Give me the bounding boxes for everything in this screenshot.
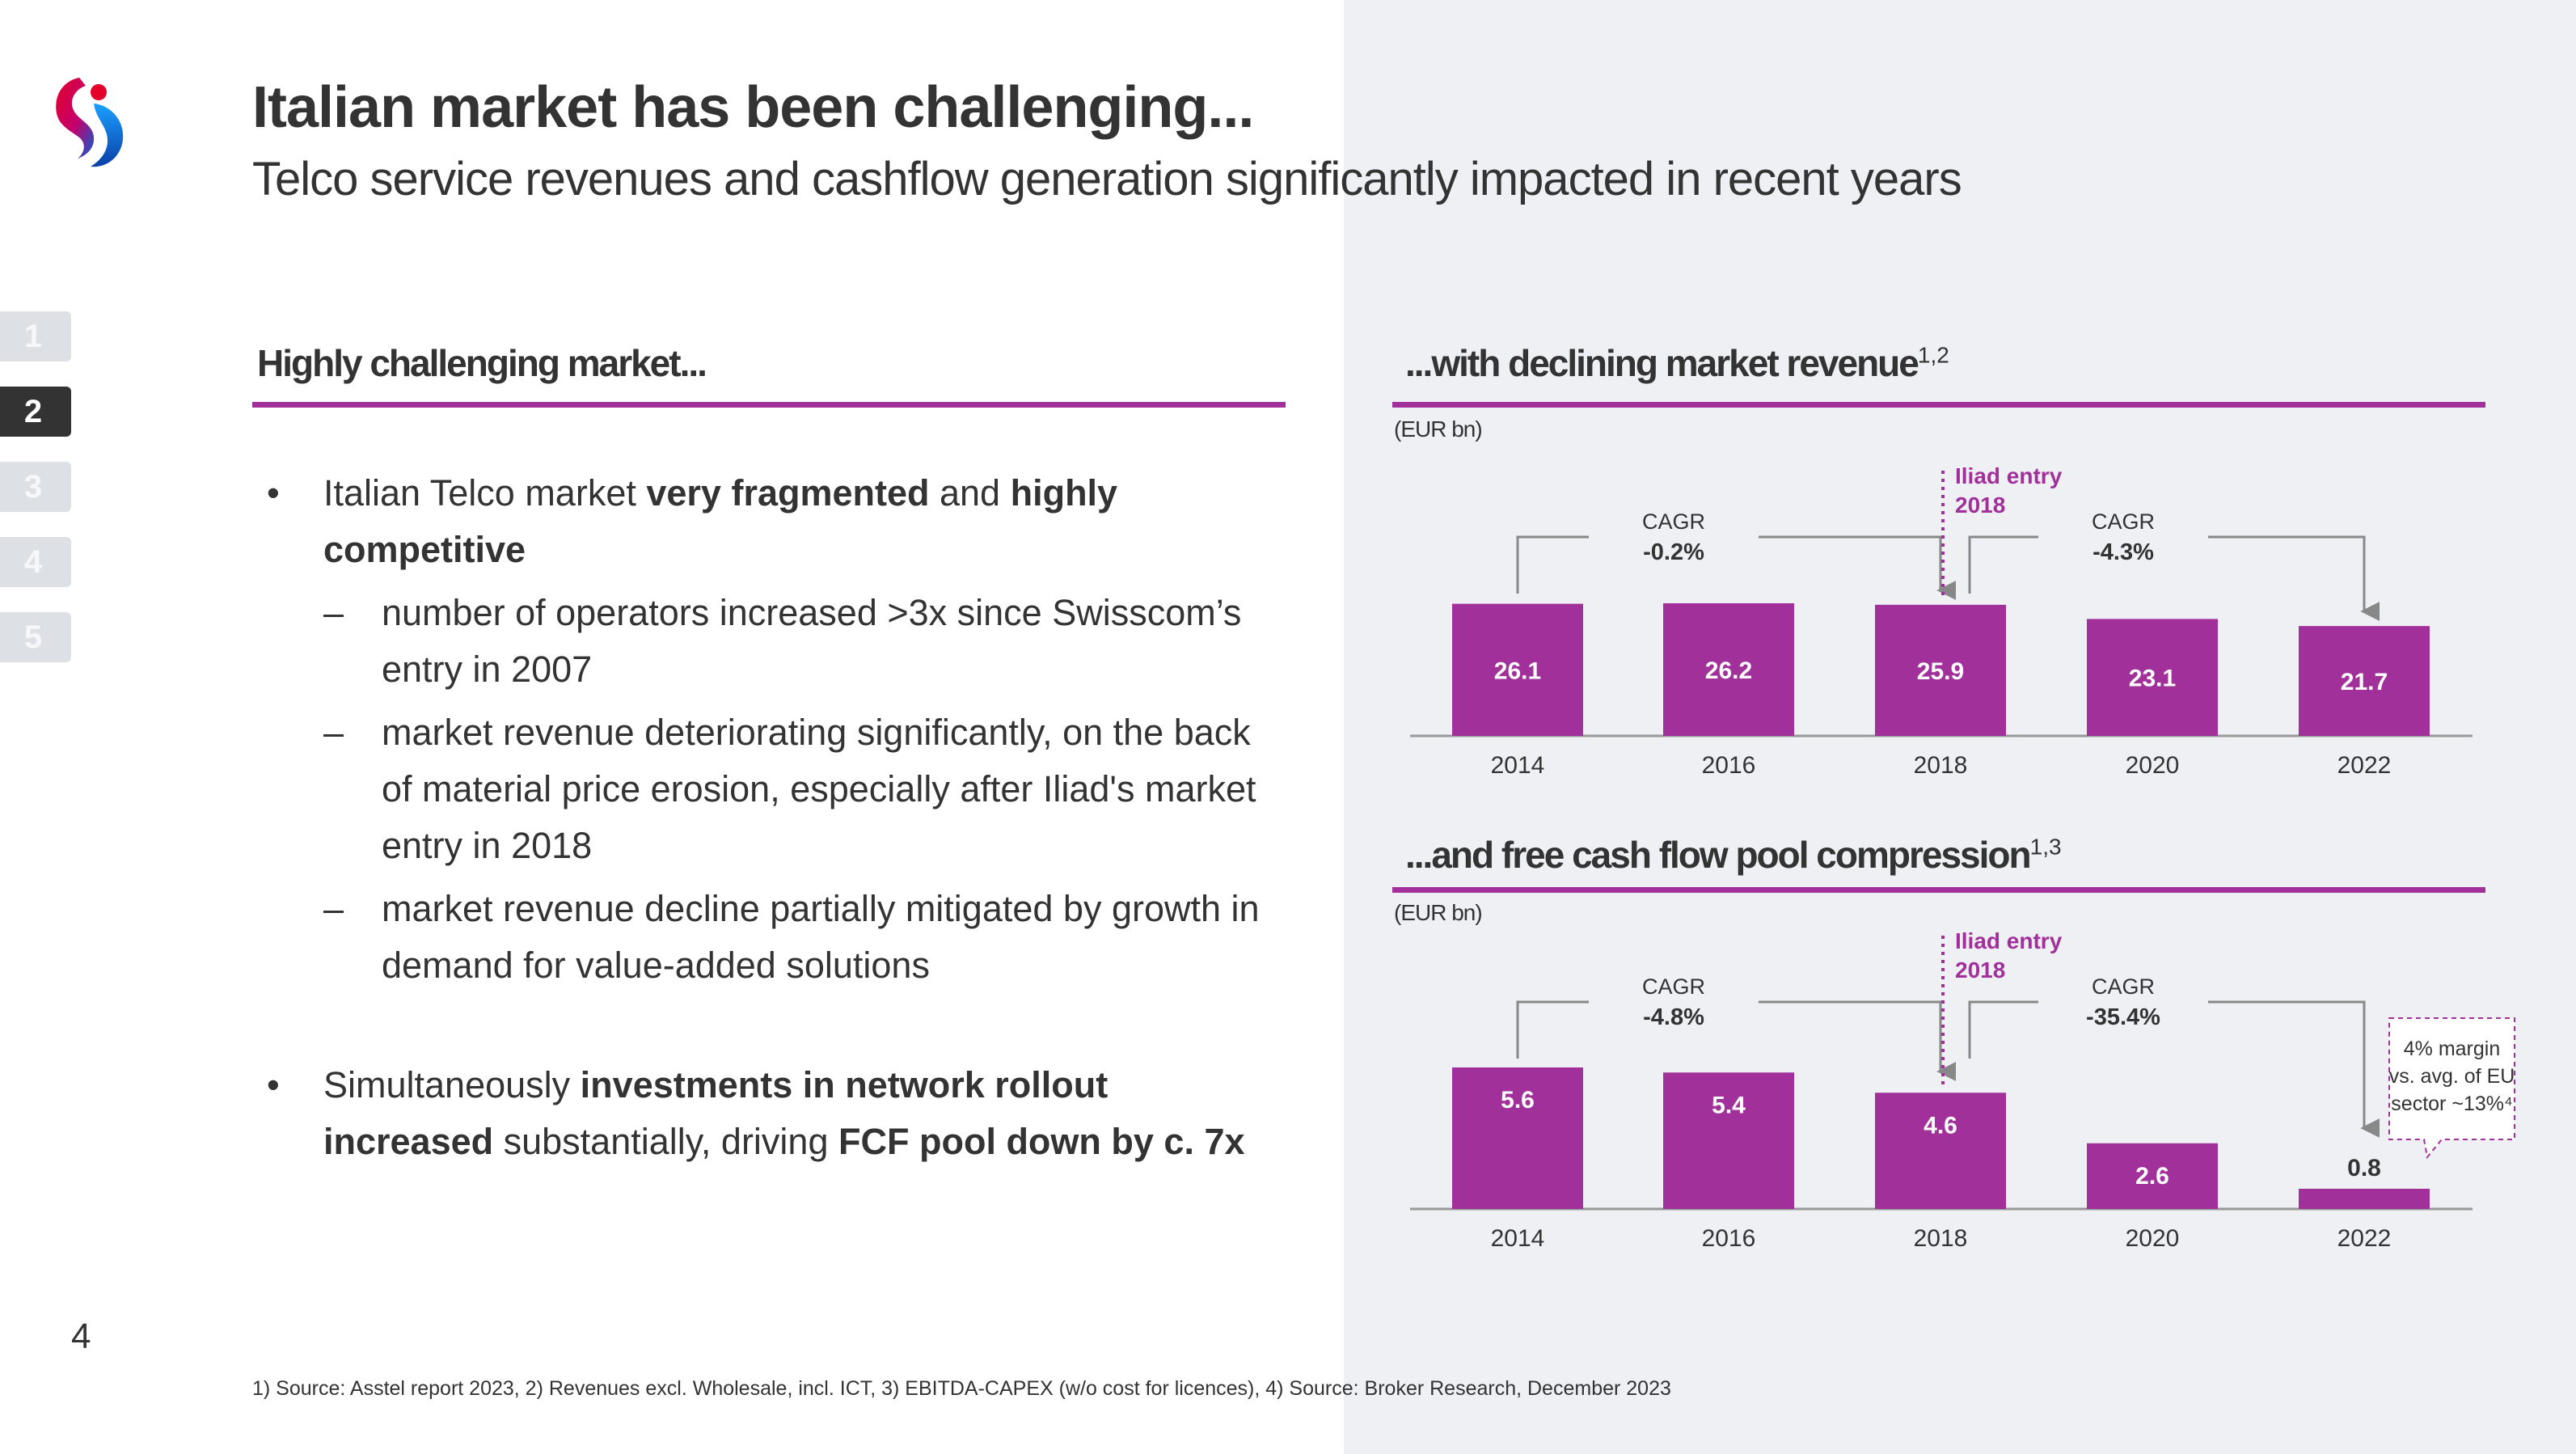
sub-bullet-item: – market revenue decline partially mitiga…	[259, 881, 1277, 994]
x-tick-2022: 2022	[2337, 1225, 2392, 1252]
cagr-value-0: -4.8%	[1643, 1004, 1704, 1030]
revenue-chart-rule	[1392, 402, 2485, 408]
value-label-2016: 26.2	[1705, 657, 1752, 684]
iliad-entry-year: 2018	[1955, 957, 2005, 983]
fcf-unit-label: (EUR bn)	[1394, 900, 1483, 925]
revenue-chart-title: ...with declining market revenue1,2	[1405, 342, 1949, 384]
footnote: 1) Source: Asstel report 2023, 2) Revenu…	[252, 1377, 1671, 1400]
bullet-list: • Italian Telco market very fragmented an…	[259, 465, 1277, 1170]
bar-2020	[2087, 619, 2218, 736]
value-label-2018: 4.6	[1924, 1112, 1957, 1139]
x-tick-2020: 2020	[2126, 1225, 2180, 1252]
value-label-2022: 0.8	[2347, 1155, 2381, 1181]
nav-item-3[interactable]: 3	[0, 462, 71, 512]
margin-callout	[2388, 1017, 2515, 1160]
cagr-label: CAGR	[1642, 974, 1705, 999]
revenue-bar-chart: 26.1 2014 26.2 2016 25.9 2018 23.1 2020 21.7 2022…	[1410, 463, 2473, 779]
callout-line: sector ~13%⁴	[2391, 1093, 2512, 1115]
bar-2020	[2087, 1143, 2218, 1209]
bullet-text: Italian Telco market	[323, 472, 647, 514]
cagr-arrow-1	[2208, 535, 2380, 621]
fcf-chart-title: ...and free cash flow pool compression1,…	[1405, 834, 2062, 876]
bullet-text: FCF pool down by c. 7x	[838, 1121, 1245, 1162]
revenue-unit-label: (EUR bn)	[1394, 416, 1483, 442]
left-section-rule	[252, 402, 1286, 408]
iliad-entry-year: 2018	[1955, 492, 2005, 518]
bullet-text: Simultaneously	[323, 1064, 581, 1105]
sub-bullet-item: – market revenue deteriorating significan…	[259, 704, 1277, 874]
cagr-arrow-0	[1759, 535, 1957, 600]
sub-bullet-dash: –	[323, 888, 344, 929]
bar-2022	[2299, 626, 2430, 736]
cagr-arrow-0	[1759, 1000, 1957, 1081]
cagr-label: CAGR	[2092, 974, 2155, 999]
x-tick-2014: 2014	[1491, 752, 1545, 779]
sub-bullet-text: number of operators increased >3x since …	[382, 592, 1242, 690]
callout-line: vs. avg. of EU	[2389, 1065, 2515, 1088]
cagr-bracket-left-0	[1516, 1000, 1589, 1059]
bar-2018	[1875, 604, 2006, 736]
x-tick-2018: 2018	[1914, 752, 1968, 779]
sub-bullet-dash: –	[323, 592, 344, 633]
bar-2014	[1452, 603, 1583, 736]
value-label-2016: 5.4	[1712, 1092, 1746, 1118]
cagr-label: CAGR	[2092, 509, 2155, 534]
nav-item-5[interactable]: 5	[0, 612, 71, 662]
sub-bullet-text: market revenue decline partially mitigat…	[382, 888, 1260, 986]
cagr-value-1: -4.3%	[2092, 539, 2154, 565]
cagr-value-1: -35.4%	[2086, 1004, 2160, 1030]
x-tick-2022: 2022	[2337, 752, 2392, 779]
value-label-2014: 5.6	[1501, 1087, 1535, 1114]
bullet-text: highly competitive	[323, 472, 1118, 570]
bullet-dot: •	[267, 1064, 280, 1105]
page-title: Italian market has been challenging...	[252, 75, 1254, 140]
iliad-entry-label: Iliad entry	[1955, 928, 2063, 953]
x-tick-2020: 2020	[2126, 752, 2180, 779]
sub-bullet-dash: –	[323, 712, 344, 753]
sub-bullet-item: – number of operators increased >3x since…	[259, 585, 1277, 698]
bullet-dot: •	[267, 472, 280, 514]
cagr-value-0: -0.2%	[1643, 539, 1704, 565]
bar-2016	[1663, 1072, 1794, 1209]
callout-line: 4% margin	[2404, 1038, 2501, 1060]
value-label-2022: 21.7	[2341, 669, 2388, 695]
nav-item-2[interactable]: 2	[0, 387, 71, 437]
value-label-2020: 23.1	[2129, 666, 2176, 692]
sub-bullet-text: market revenue deteriorating significant…	[382, 712, 1256, 866]
cagr-bracket-left-0	[1516, 535, 1589, 594]
bar-2014	[1452, 1067, 1583, 1209]
value-label-2014: 26.1	[1494, 657, 1541, 684]
left-section-heading: Highly challenging market...	[257, 342, 707, 384]
bullet-text: and	[929, 472, 1011, 514]
cagr-label: CAGR	[1642, 509, 1705, 534]
nav-item-4[interactable]: 4	[0, 537, 71, 587]
bar-2022	[2299, 1189, 2430, 1209]
x-tick-2016: 2016	[1702, 1225, 1756, 1252]
bullet-text: very fragmented	[646, 472, 930, 514]
x-tick-2014: 2014	[1491, 1225, 1545, 1252]
x-tick-2016: 2016	[1702, 752, 1756, 779]
cagr-bracket-left-1	[1968, 1000, 2038, 1059]
fcf-bar-chart: 5.6 2014 5.4 2016 4.6 2018 2.6 2020 0.8 2022 CAGR -…	[1410, 928, 2515, 1252]
bullet-text: substantially, driving	[493, 1121, 838, 1162]
page-number: 4	[71, 1317, 91, 1356]
fcf-chart-rule	[1392, 887, 2485, 893]
bar-2016	[1663, 603, 1794, 736]
swisscom-logo	[56, 78, 124, 167]
nav-item-1[interactable]: 1	[0, 311, 71, 361]
bar-2018	[1875, 1093, 2006, 1209]
value-label-2018: 25.9	[1917, 658, 1964, 685]
iliad-entry-label: Iliad entry	[1955, 463, 2063, 488]
cagr-arrow-1	[2208, 1000, 2380, 1138]
value-label-2020: 2.6	[2135, 1163, 2169, 1190]
page-subtitle: Telco service revenues and cashflow gene…	[252, 153, 1962, 205]
x-tick-2018: 2018	[1914, 1225, 1968, 1252]
bullet-text: investments in network rollout increased	[323, 1064, 1109, 1162]
cagr-bracket-left-1	[1968, 535, 2038, 594]
bullet-item: • Simultaneously investments in network r…	[259, 1057, 1277, 1170]
bullet-item: • Italian Telco market very fragmented an…	[259, 465, 1277, 578]
